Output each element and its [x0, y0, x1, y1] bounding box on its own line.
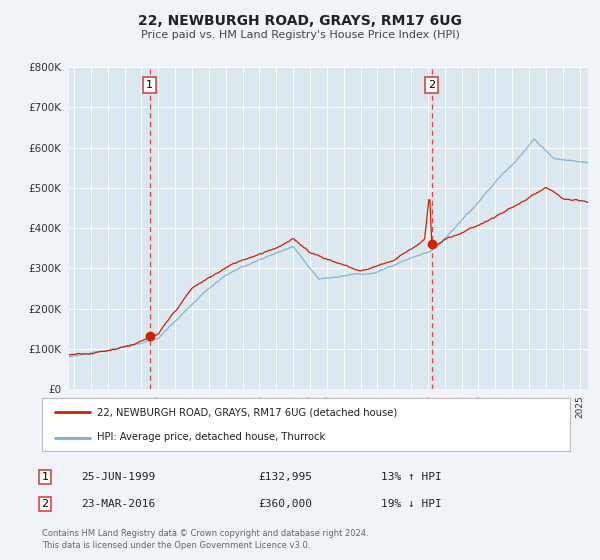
Text: 1: 1	[146, 80, 153, 90]
Text: 22, NEWBURGH ROAD, GRAYS, RM17 6UG (detached house): 22, NEWBURGH ROAD, GRAYS, RM17 6UG (deta…	[97, 408, 398, 418]
Text: 25-JUN-1999: 25-JUN-1999	[81, 472, 155, 482]
Text: Price paid vs. HM Land Registry's House Price Index (HPI): Price paid vs. HM Land Registry's House …	[140, 30, 460, 40]
Text: 22, NEWBURGH ROAD, GRAYS, RM17 6UG: 22, NEWBURGH ROAD, GRAYS, RM17 6UG	[138, 14, 462, 28]
Text: 23-MAR-2016: 23-MAR-2016	[81, 499, 155, 509]
Text: HPI: Average price, detached house, Thurrock: HPI: Average price, detached house, Thur…	[97, 432, 326, 442]
Text: £132,995: £132,995	[258, 472, 312, 482]
Text: £360,000: £360,000	[258, 499, 312, 509]
Text: 13% ↑ HPI: 13% ↑ HPI	[381, 472, 442, 482]
Text: 1: 1	[41, 472, 49, 482]
Text: 19% ↓ HPI: 19% ↓ HPI	[381, 499, 442, 509]
Text: 2: 2	[41, 499, 49, 509]
Text: Contains HM Land Registry data © Crown copyright and database right 2024.
This d: Contains HM Land Registry data © Crown c…	[42, 529, 368, 550]
Text: 2: 2	[428, 80, 435, 90]
